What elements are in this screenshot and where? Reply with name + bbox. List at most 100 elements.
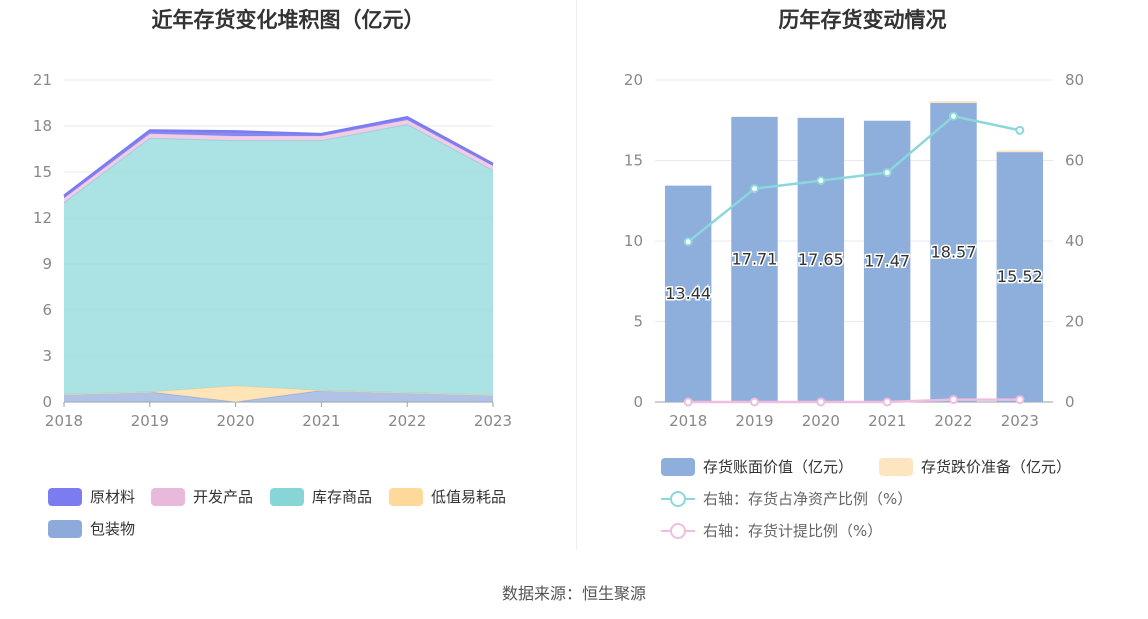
legend-swatch bbox=[151, 487, 185, 506]
x-tick-label: 2022 bbox=[388, 412, 426, 430]
line-point bbox=[750, 184, 759, 194]
y-tick-label: 6 bbox=[42, 301, 52, 319]
line-point bbox=[750, 397, 759, 407]
bar-data-label: 18.57 bbox=[931, 243, 977, 262]
line-point bbox=[816, 397, 826, 407]
y2-tick-label: 40 bbox=[1065, 232, 1084, 250]
area-line-开发产品 bbox=[63, 119, 494, 199]
x-tick-label: 2023 bbox=[1001, 412, 1039, 430]
legend-item[interactable]: 原材料 bbox=[48, 486, 135, 507]
y2-tick-label: 20 bbox=[1065, 313, 1084, 331]
y-tick-label: 18 bbox=[33, 117, 52, 135]
legend-swatch bbox=[48, 487, 82, 506]
x-tick-label: 2021 bbox=[868, 412, 906, 430]
x-tick-label: 2018 bbox=[45, 412, 83, 430]
bar-line-chart-panel: 历年存货变动情况 0 5 10 15 20 0 20 40 60 80 2018 2019 2020 20… bbox=[577, 0, 1148, 560]
legend-swatch bbox=[661, 457, 695, 476]
y-tick-label: 0 bbox=[633, 393, 643, 411]
legend-item[interactable]: 开发产品 bbox=[151, 486, 253, 507]
bar bbox=[664, 185, 712, 402]
legend-label: 低值易耗品 bbox=[431, 488, 507, 506]
chart-title: 近年存货变化堆积图（亿元） bbox=[151, 8, 425, 32]
panel-divider bbox=[576, 0, 577, 550]
legend-item[interactable]: 包装物 bbox=[48, 518, 135, 539]
legend-swatch bbox=[389, 487, 423, 506]
bar-data-label: 17.65 bbox=[798, 250, 844, 269]
bar-stack-segment bbox=[930, 101, 977, 104]
bar-line-chart-svg: 0 5 10 15 20 0 20 40 60 80 2018 2019 2020 2021 2022 202… bbox=[624, 71, 1084, 430]
bar-data-label: 13.44 bbox=[665, 284, 711, 303]
legend-label: 原材料 bbox=[90, 488, 136, 506]
legend-item[interactable]: 右轴：存货占净资产比例（%） bbox=[661, 488, 912, 509]
y2-tick-label: 0 bbox=[1065, 393, 1075, 411]
line-series bbox=[688, 398, 1020, 404]
legend-swatch bbox=[270, 487, 304, 506]
bar bbox=[863, 120, 911, 402]
legend-label: 存货跌价准备（亿元） bbox=[921, 458, 1072, 476]
data-source-label: 数据来源：恒生聚源 bbox=[501, 584, 646, 603]
line-point bbox=[882, 397, 892, 407]
area-库存商品 bbox=[64, 124, 493, 396]
chart-title: 历年存货变动情况 bbox=[778, 8, 947, 32]
legend-marker bbox=[670, 490, 686, 507]
bar-stack-segment bbox=[996, 150, 1044, 153]
area-低值易耗品 bbox=[64, 385, 493, 402]
y2-tick-label: 60 bbox=[1065, 152, 1084, 170]
legend-label: 存货账面价值（亿元） bbox=[703, 458, 854, 476]
y-tick-label: 3 bbox=[42, 347, 52, 365]
x-tick-label: 2022 bbox=[934, 412, 972, 430]
line-point bbox=[1015, 125, 1025, 135]
y-tick-label: 20 bbox=[624, 71, 643, 89]
legend-label: 包装物 bbox=[90, 520, 136, 538]
x-tick-label: 2018 bbox=[669, 412, 707, 430]
legend-label: 库存商品 bbox=[312, 488, 373, 506]
line-point bbox=[882, 168, 892, 178]
stacked-area-chart-panel: 近年存货变化堆积图（亿元） 0 3 6 9 12 15 18 21 2018 2019 2020 20… bbox=[0, 0, 576, 560]
line-series bbox=[687, 114, 1021, 243]
y-tick-label: 21 bbox=[33, 71, 52, 89]
legend-item[interactable]: 低值易耗品 bbox=[389, 486, 506, 507]
line-point bbox=[683, 397, 693, 407]
legend-item[interactable]: 存货账面价值（亿元） bbox=[661, 456, 853, 477]
area-line-库存商品 bbox=[63, 123, 494, 204]
y-tick-label: 9 bbox=[42, 255, 52, 273]
line-point bbox=[949, 395, 958, 405]
bar-data-label: 17.47 bbox=[864, 251, 910, 270]
x-tick-label: 2020 bbox=[217, 412, 255, 430]
line-point bbox=[816, 176, 826, 186]
x-tick-label: 2019 bbox=[735, 412, 773, 430]
legend-label: 右轴：存货占净资产比例（%） bbox=[703, 490, 913, 508]
legend-item[interactable]: 右轴：存货计提比例（%） bbox=[661, 520, 882, 541]
legend-label: 开发产品 bbox=[193, 488, 254, 506]
line-point bbox=[949, 111, 958, 121]
area-chart-svg: 0 3 6 9 12 15 18 21 2018 2019 2020 2021 2022 2023 bbox=[33, 71, 512, 430]
legend-label: 右轴：存货计提比例（%） bbox=[703, 522, 883, 540]
y-tick-label: 12 bbox=[33, 209, 52, 227]
legend-item[interactable]: 库存商品 bbox=[270, 486, 372, 507]
y-tick-label: 5 bbox=[633, 313, 643, 331]
bar bbox=[930, 103, 977, 402]
bar-data-label: 17.71 bbox=[732, 249, 778, 268]
y-tick-label: 10 bbox=[624, 232, 643, 250]
legend-item[interactable]: 存货跌价准备（亿元） bbox=[879, 456, 1071, 477]
bar bbox=[797, 117, 845, 403]
x-tick-label: 2020 bbox=[802, 412, 840, 430]
y-tick-label: 0 bbox=[42, 393, 52, 411]
x-tick-label: 2019 bbox=[131, 412, 169, 430]
line-point bbox=[683, 237, 693, 247]
bar-data-label: 15.52 bbox=[997, 267, 1043, 286]
legend-marker bbox=[670, 522, 686, 539]
bar bbox=[996, 152, 1044, 402]
legend-swatch bbox=[879, 457, 913, 476]
bar bbox=[731, 116, 778, 402]
x-tick-label: 2021 bbox=[302, 412, 340, 430]
y-tick-label: 15 bbox=[33, 163, 52, 181]
y2-tick-label: 80 bbox=[1065, 71, 1084, 89]
legend-swatch bbox=[661, 522, 695, 540]
y-tick-label: 15 bbox=[624, 152, 643, 170]
legend-swatch bbox=[661, 490, 695, 508]
line-point bbox=[1015, 395, 1025, 405]
x-tick-label: 2023 bbox=[474, 412, 512, 430]
legend-swatch bbox=[48, 519, 82, 538]
area-line-原材料 bbox=[63, 115, 494, 197]
